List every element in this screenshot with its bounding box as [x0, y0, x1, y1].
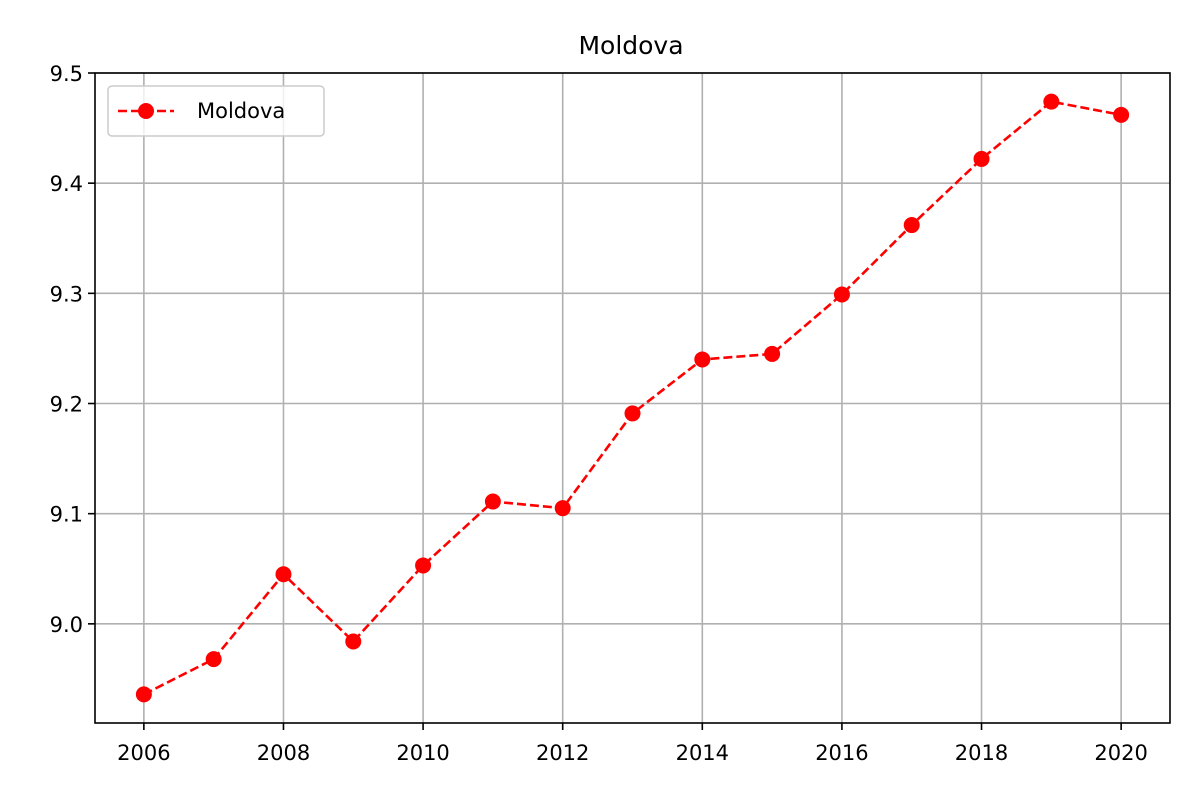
data-point — [764, 345, 781, 362]
x-tick-label: 2016 — [815, 741, 868, 765]
chart-title: Moldova — [578, 31, 683, 60]
x-tick-label: 2012 — [536, 741, 589, 765]
y-tick-label: 9.4 — [50, 172, 83, 196]
data-point — [1043, 93, 1060, 110]
series-line — [143, 100, 1122, 696]
x-tick-label: 2018 — [955, 741, 1008, 765]
y-tick-label: 9.0 — [50, 613, 83, 637]
y-tick-label: 9.3 — [50, 282, 83, 306]
data-point — [345, 633, 362, 650]
x-tick-label: 2014 — [676, 741, 729, 765]
data-point — [694, 351, 711, 368]
data-point — [833, 286, 850, 303]
data-point — [415, 557, 432, 574]
data-point — [624, 405, 641, 422]
legend-box — [107, 85, 325, 137]
x-tick-label: 2006 — [117, 741, 170, 765]
data-point — [275, 566, 292, 583]
x-tick-label: 2008 — [257, 741, 310, 765]
grid-lines — [95, 72, 1170, 723]
y-tick-label: 9.1 — [50, 503, 83, 527]
data-point — [973, 150, 990, 167]
data-point — [554, 500, 571, 517]
data-point — [135, 686, 152, 703]
data-point — [903, 217, 920, 234]
series-layer — [135, 93, 1130, 703]
y-tick-label: 9.5 — [50, 62, 83, 86]
y-tick-label: 9.2 — [50, 393, 83, 417]
legend-label: Moldova — [197, 99, 285, 123]
axes: 2006 2008 2010 2012 2014 2016 2018 2020 9.0 9.1 9.… — [50, 62, 1148, 765]
legend-marker — [138, 103, 154, 119]
x-tick-label: 2010 — [396, 741, 449, 765]
plot-frame — [94, 72, 1171, 724]
x-tick-label: 2020 — [1094, 741, 1147, 765]
data-point — [484, 493, 501, 510]
data-point — [205, 651, 222, 668]
data-point — [1113, 106, 1130, 123]
legend: Moldova — [107, 85, 325, 137]
